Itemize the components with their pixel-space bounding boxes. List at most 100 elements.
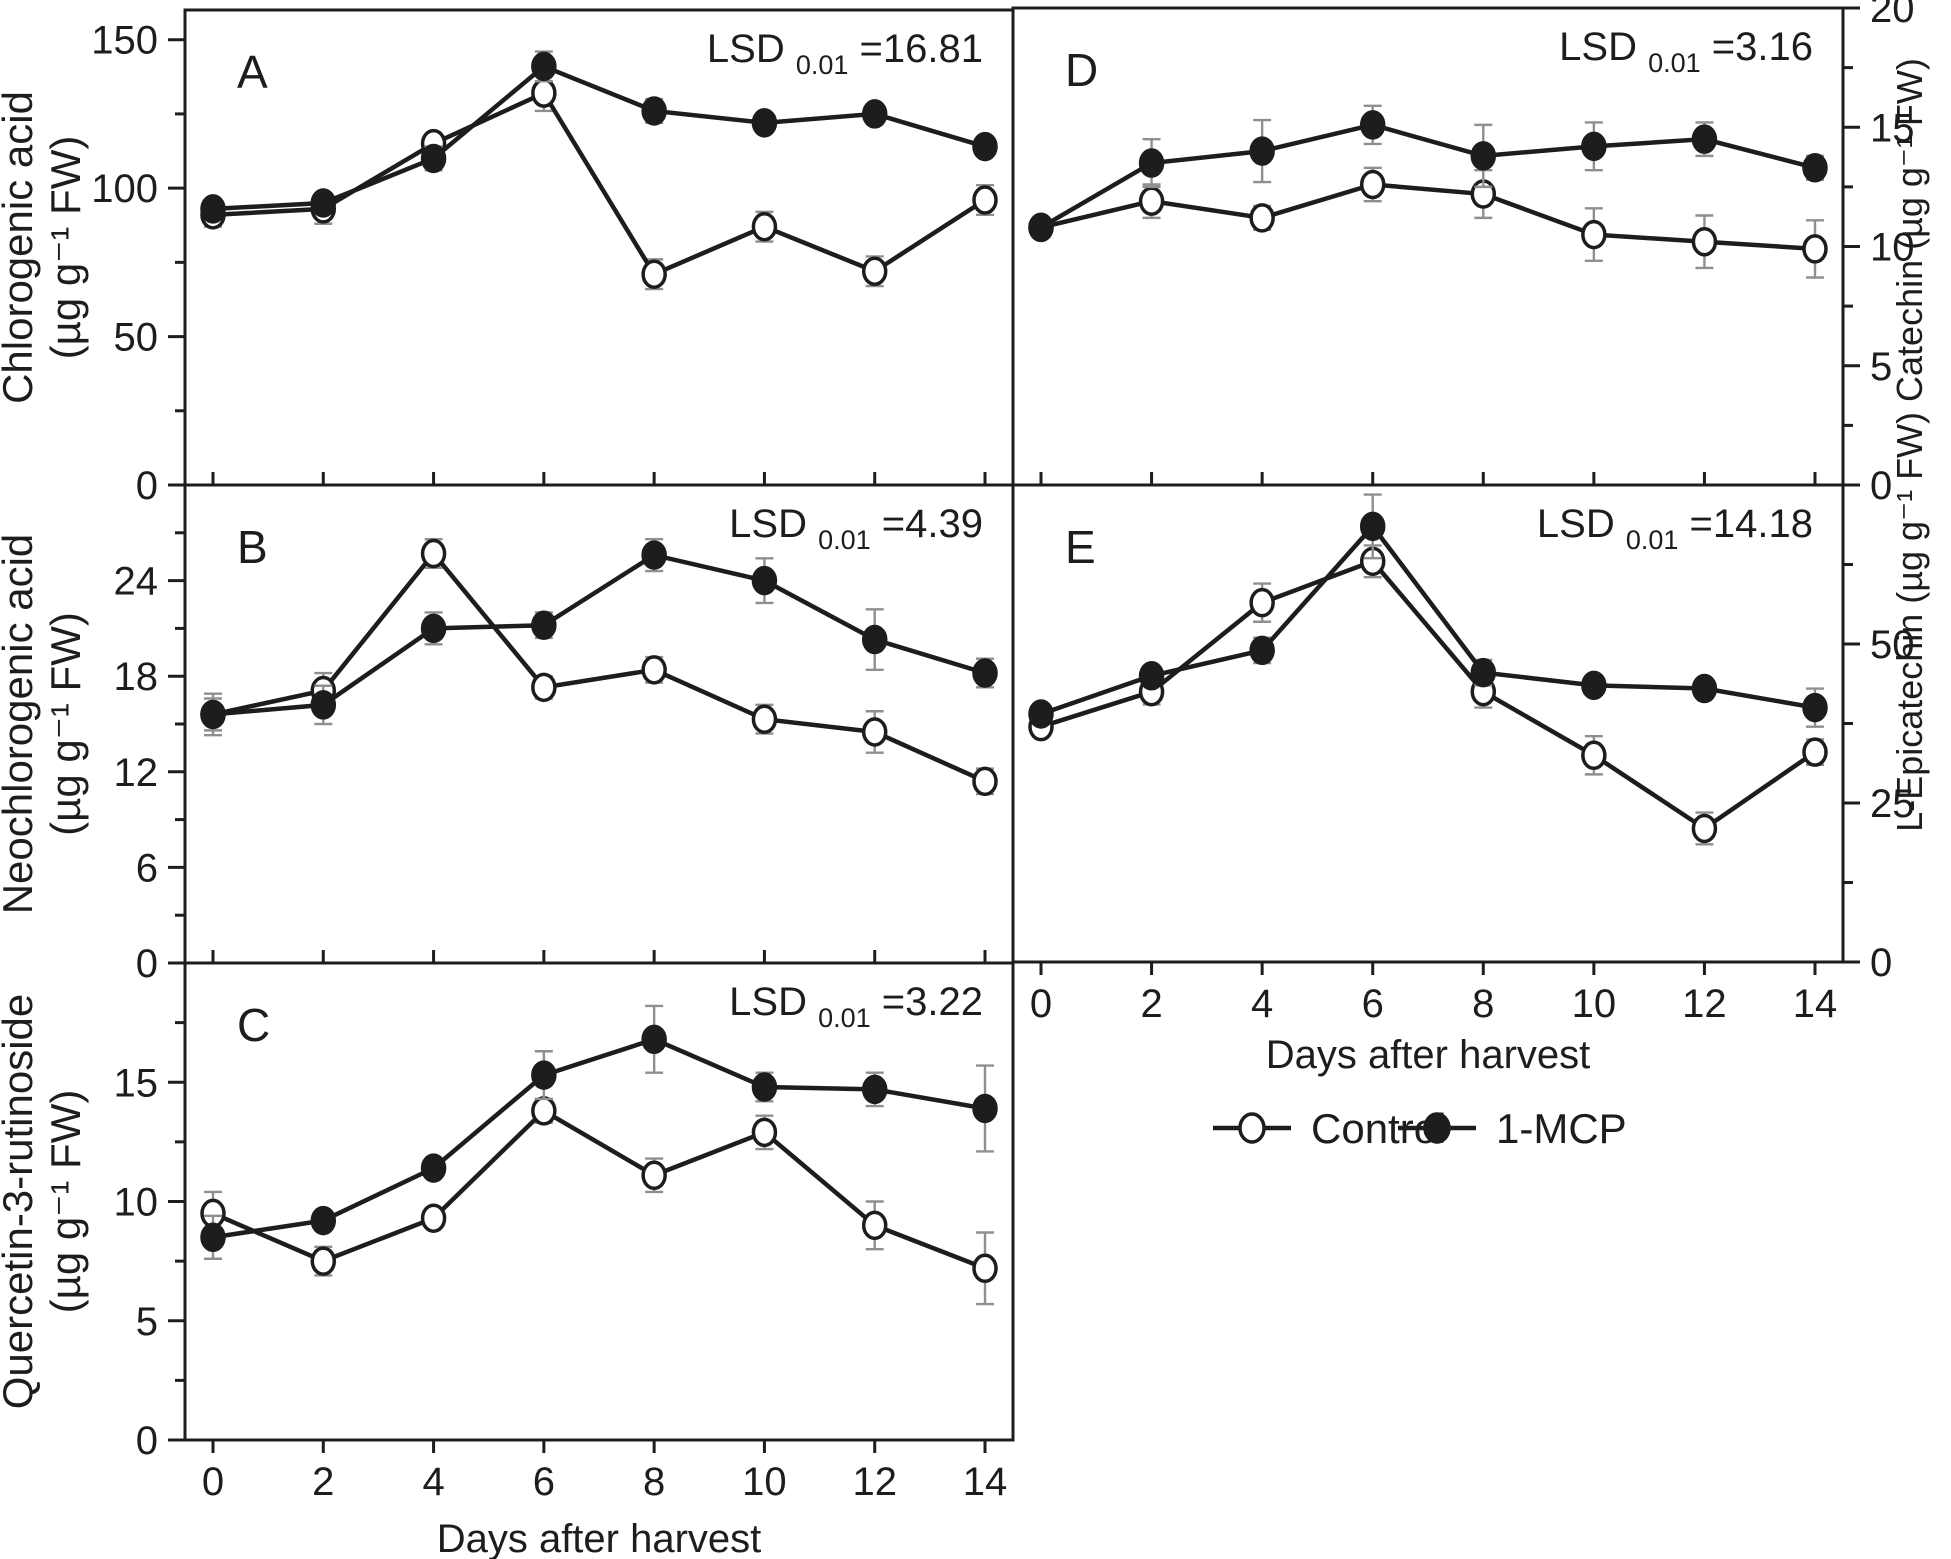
- data-point-1-mcp-day-8: [1470, 657, 1497, 688]
- y-axis-title: Neochlorogenic acid: [0, 534, 41, 915]
- data-point-1-mcp-day-6: [531, 51, 557, 82]
- data-point-1-mcp-day-6: [531, 1060, 557, 1090]
- x-axis-tick-label: 6: [1362, 982, 1384, 1026]
- legend-marker-open-circle: [1238, 1112, 1266, 1144]
- data-point-control-day-4: [1249, 587, 1275, 618]
- panel-letter: A: [237, 46, 268, 98]
- data-point-1-mcp-day-0: [200, 1222, 226, 1253]
- x-axis-tick-label: 10: [742, 1460, 787, 1504]
- data-point-1-mcp-day-2: [1138, 661, 1165, 691]
- data-point-1-mcp-day-6: [531, 610, 557, 640]
- x-axis-tick-label: 4: [1251, 982, 1273, 1026]
- legend-marker-filled-circle: [1423, 1112, 1451, 1144]
- data-point-control-day-6: [531, 78, 557, 108]
- series-1-mcp: [200, 50, 998, 224]
- data-point-control-day-6: [531, 1096, 557, 1126]
- y-axis-tick-label: 100: [91, 167, 158, 211]
- data-point-control-day-10: [751, 211, 778, 242]
- right-y-axis-title: L-Epicatechin (µg g⁻¹ FW) Catechin (µg g…: [1889, 58, 1930, 832]
- y-axis-tick-label: 50: [114, 316, 159, 360]
- data-point-control-day-12: [861, 1210, 888, 1241]
- y-axis-tick-label: 24: [114, 560, 159, 604]
- data-point-1-mcp-day-0: [200, 194, 226, 224]
- data-point-1-mcp-day-12: [861, 624, 888, 655]
- x-axis-title-right: Days after harvest: [1266, 1033, 1591, 1077]
- data-point-control-day-10: [1581, 219, 1607, 250]
- legend: Control 1-MCP: [1213, 1105, 1627, 1152]
- data-point-1-mcp-day-8: [641, 96, 667, 126]
- data-point-control-day-2: [310, 1246, 337, 1276]
- x-axis-tick-label: 0: [202, 1460, 224, 1504]
- y-axis-title: Chlorogenic acid: [0, 91, 41, 404]
- x-axis-tick-label: 0: [1030, 982, 1052, 1026]
- x-axis-tick-label: 2: [312, 1460, 334, 1504]
- legend-item-1-mcp: 1-MCP: [1398, 1105, 1627, 1152]
- data-point-1-mcp-day-10: [751, 565, 778, 596]
- y-axis-tick-label: 15: [1870, 106, 1915, 150]
- data-point-1-mcp-day-4: [420, 143, 447, 174]
- data-point-control-day-6: [531, 672, 557, 703]
- y-axis-tick-label: 15: [114, 1061, 159, 1105]
- panel-letter: D: [1065, 44, 1098, 96]
- data-point-control-day-4: [1249, 203, 1275, 233]
- data-point-1-mcp-day-2: [310, 690, 337, 720]
- x-axis-tick-label: 12: [1682, 982, 1727, 1026]
- data-point-1-mcp-day-2: [310, 188, 337, 218]
- data-point-control-day-12: [861, 717, 888, 747]
- y-axis-tick-label: 5: [136, 1300, 158, 1344]
- data-point-1-mcp-day-2: [1138, 148, 1165, 178]
- data-point-1-mcp-day-2: [310, 1205, 337, 1236]
- data-point-1-mcp-day-6: [1359, 511, 1386, 542]
- lsd-annotation: LSD 0.01 =3.16: [1559, 25, 1813, 78]
- data-point-1-mcp-day-12: [1691, 673, 1718, 704]
- series-line: [1040, 182, 1816, 252]
- y-axis-tick-label: 6: [136, 846, 158, 890]
- data-point-control-day-4: [420, 1203, 447, 1233]
- panel-letter: E: [1065, 521, 1096, 573]
- series-line: [1039, 122, 1816, 230]
- panel-C: 0 5 10 15 0 2 4 6 8 10 12 14 LSD 0.01 =3.22 C Querceti…: [0, 961, 1015, 1504]
- data-point-1-mcp-day-4: [420, 613, 447, 644]
- x-axis-tick-label: 14: [963, 1460, 1008, 1504]
- y-axis-tick-label: 25: [1870, 782, 1915, 826]
- panel-letter: C: [237, 999, 270, 1051]
- data-point-1-mcp-day-8: [641, 540, 667, 570]
- legend-label: 1-MCP: [1496, 1105, 1627, 1152]
- data-point-1-mcp-day-8: [641, 1024, 667, 1055]
- data-point-control-day-8: [641, 1160, 667, 1191]
- data-point-control-day-14: [972, 1253, 998, 1284]
- y-axis-tick-label: 50: [1870, 623, 1915, 667]
- data-point-control-day-14: [1802, 234, 1828, 264]
- series-1-mcp: [1028, 493, 1828, 729]
- data-point-1-mcp-day-14: [972, 1093, 998, 1124]
- data-point-control-day-10: [751, 704, 778, 734]
- data-point-1-mcp-day-0: [1028, 699, 1054, 729]
- x-axis-tick-label: 8: [1472, 982, 1494, 1026]
- series-line: [1040, 522, 1816, 717]
- x-axis-title-left: Days after harvest: [437, 1517, 762, 1559]
- data-point-1-mcp-day-14: [1802, 153, 1828, 183]
- series-line: [212, 63, 986, 212]
- data-point-control-day-14: [1802, 737, 1828, 767]
- data-point-1-mcp-day-0: [1028, 212, 1054, 243]
- series-line: [212, 1108, 986, 1271]
- y-axis-title: Quercetin-3-rutinoside: [0, 994, 41, 1410]
- lsd-annotation: LSD 0.01 =4.39: [729, 502, 983, 555]
- data-point-1-mcp-day-4: [1249, 635, 1275, 666]
- y-axis-tick-label: 5: [1870, 345, 1892, 389]
- y-axis-tick-label: 0: [136, 1419, 158, 1463]
- series-line: [212, 552, 986, 717]
- x-axis-tick-label: 8: [643, 1460, 665, 1504]
- data-point-1-mcp-day-8: [1470, 141, 1497, 171]
- series-line: [212, 549, 986, 784]
- data-point-1-mcp-day-10: [1581, 131, 1607, 162]
- y-axis-tick-label: 0: [1870, 941, 1892, 985]
- lsd-annotation: LSD 0.01 =14.18: [1537, 502, 1813, 555]
- data-point-1-mcp-day-12: [861, 99, 888, 129]
- data-point-control-day-2: [1138, 186, 1165, 216]
- data-point-control-day-10: [1581, 740, 1607, 771]
- data-point-control-day-8: [641, 655, 667, 685]
- data-point-1-mcp-day-14: [972, 658, 998, 688]
